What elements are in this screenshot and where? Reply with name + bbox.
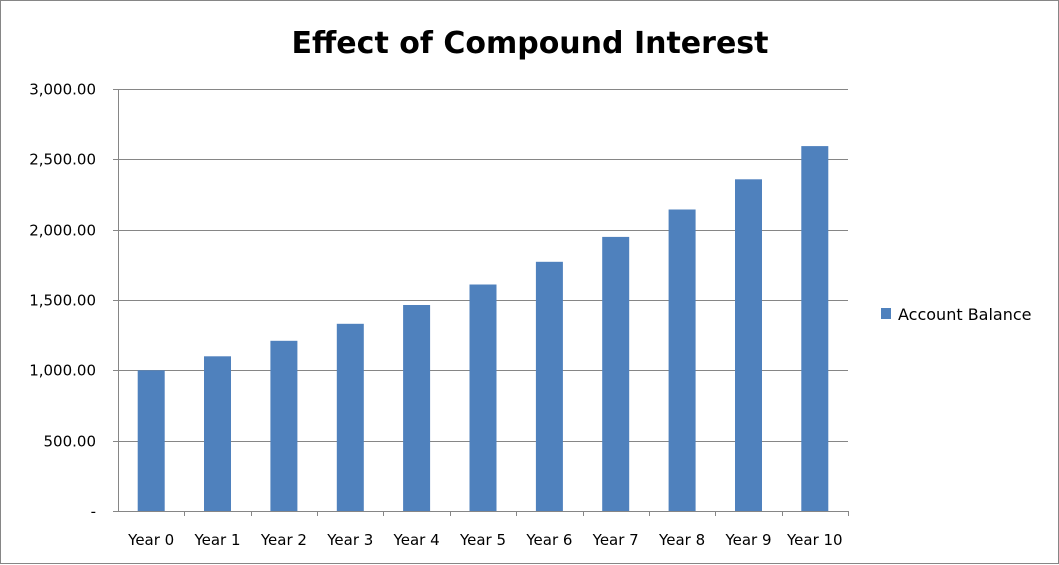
bar-year-7 [602, 236, 630, 511]
bar-year-3 [336, 323, 364, 511]
x-axis-tick-labels: Year 0 Year 1 Year 2 Year 3 Year 4 Year 5 Year… [127, 531, 842, 549]
bars [137, 146, 829, 512]
y-tick-label: 2,500.00 [29, 151, 96, 169]
chart-title: Effect of Compound Interest [292, 26, 769, 61]
legend-swatch-account-balance [881, 308, 891, 319]
x-tick-label: Year 3 [326, 531, 373, 549]
x-tick-label: Year 10 [786, 531, 843, 549]
y-tick-label: 2,000.00 [29, 222, 96, 240]
bar-year-1 [204, 356, 231, 511]
bar-year-5 [469, 284, 497, 511]
y-tick-label: 1,500.00 [29, 292, 96, 310]
bar-year-2 [270, 340, 298, 511]
bar-year-10 [801, 146, 829, 511]
y-tick-label: 500.00 [44, 433, 97, 451]
x-tick-label: Year 0 [127, 531, 174, 549]
y-axis-tick-labels: - 500.00 1,000.00 1,500.00 2,000.00 2,500.00 3… [29, 81, 96, 521]
x-tick-label: Year 5 [459, 531, 506, 549]
axes [113, 89, 849, 516]
x-tick-label: Year 9 [724, 531, 771, 549]
x-tick-label: Year 2 [260, 531, 307, 549]
bar-year-9 [735, 179, 762, 512]
x-tick-label: Year 6 [525, 531, 572, 549]
bar-year-6 [535, 261, 563, 511]
bar-year-0 [137, 370, 165, 511]
legend: Account Balance [881, 305, 1032, 324]
bar-year-8 [668, 209, 696, 511]
y-tick-label: 3,000.00 [29, 81, 96, 99]
x-tick-label: Year 1 [193, 531, 240, 549]
x-tick-label: Year 7 [592, 531, 639, 549]
y-tick-label: - [91, 503, 96, 521]
bar-year-4 [403, 305, 431, 511]
x-tick-label: Year 4 [393, 531, 440, 549]
y-tick-label: 1,000.00 [29, 362, 96, 380]
x-tick-label: Year 8 [658, 531, 705, 549]
legend-label-account-balance: Account Balance [898, 305, 1032, 324]
